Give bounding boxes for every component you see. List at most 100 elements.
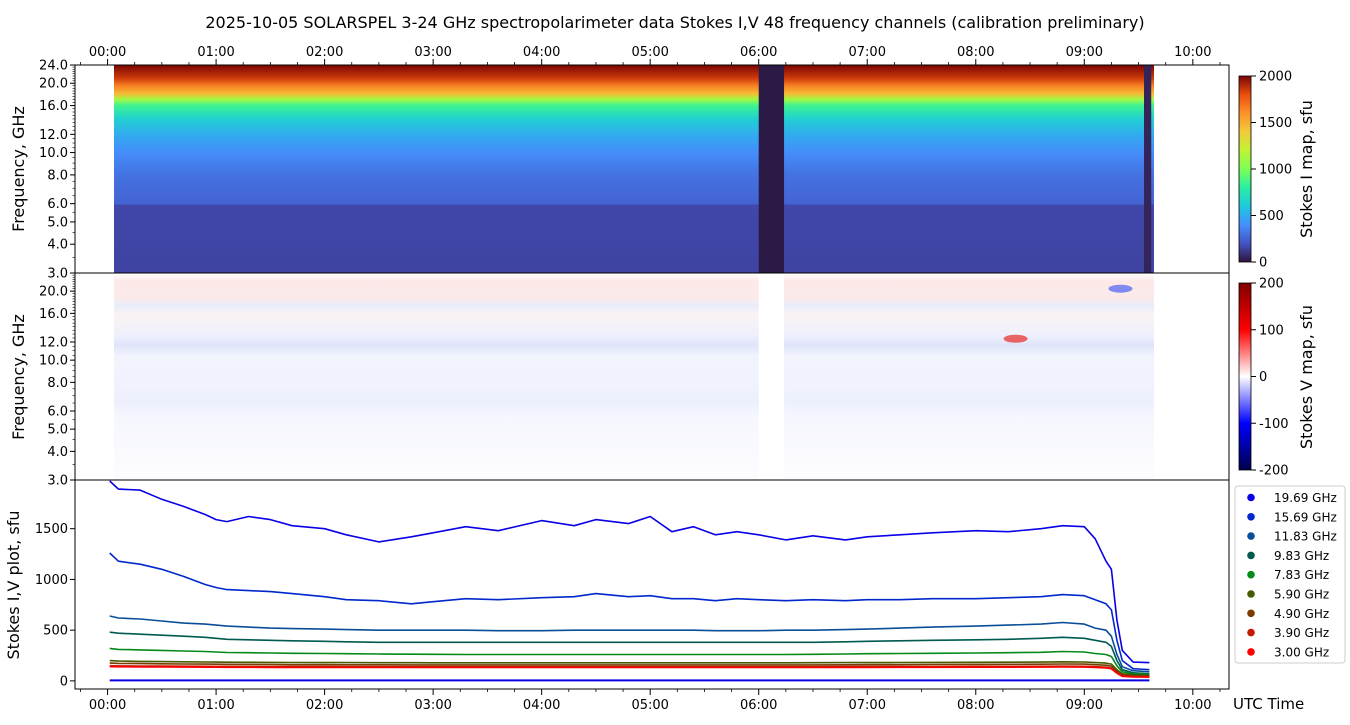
- frequency-tick-label: 6.0: [47, 405, 68, 420]
- legend-label: 9.83 GHz: [1274, 549, 1329, 563]
- top-time-tick-label: 08:00: [957, 45, 994, 60]
- legend-label: 19.69 GHz: [1274, 491, 1337, 505]
- stokes-i-y-ticks: 3.0 4.0 5.0 6.0 8.0 10.0 12.0 16.0 20.0 24.0: [39, 59, 75, 282]
- stokes-iv-ylabel: Stokes I,V plot, sfu: [4, 511, 23, 660]
- stokes-i-decay-block: [1143, 65, 1152, 273]
- legend-label: 11.83 GHz: [1274, 530, 1337, 544]
- top-time-tick-label: 04:00: [523, 45, 560, 60]
- stokes-i-colorbar: [1238, 75, 1252, 263]
- stokes-v-panel: 3.0 4.0 5.0 6.0 8.0 10.0 12.0 16.0 20.0 Frequenc…: [9, 272, 1316, 489]
- top-time-tick-label: 09:00: [1066, 45, 1103, 60]
- legend-label: 3.00 GHz: [1274, 645, 1329, 659]
- stokes-v-heatmap: [114, 273, 1154, 480]
- series-line-1969ghz: [109, 480, 1150, 664]
- stokes-i-ylabel: Frequency, GHz: [9, 106, 28, 232]
- figure-title: 2025-10-05 SOLARSPEL 3-24 GHz spectropol…: [205, 13, 1144, 32]
- top-time-tick-label: 01:00: [197, 45, 234, 60]
- frequency-tick-label: 3.0: [47, 474, 68, 489]
- colorbar-tick-label: 100: [1259, 323, 1284, 338]
- frequency-tick-label: 4.0: [47, 445, 68, 460]
- frequency-tick-label: 5.0: [47, 423, 68, 438]
- top-time-tick-label: 02:00: [306, 45, 343, 60]
- colorbar-tick-label: 0: [1259, 256, 1267, 271]
- bottom-time-ticks: 00:00 01:00 02:00 03:00 04:00 05:00 06:00 07:00…: [80, 689, 1221, 713]
- colorbar-tick-label: -200: [1259, 464, 1289, 479]
- stokes-iv-y-tick-label: 1000: [35, 573, 68, 588]
- stokes-v-colorbar: [1238, 282, 1252, 471]
- top-time-tick-label: 10:00: [1174, 45, 1211, 60]
- colorbar-tick-label: -100: [1259, 417, 1289, 432]
- stokes-v-data-gap: [758, 273, 785, 480]
- stokes-v-colorbar-ticks: -200 -100 0 100 200: [1251, 277, 1289, 479]
- bottom-time-tick-label: 10:00: [1174, 698, 1211, 713]
- stokes-iv-y-ticks: 0 500 1000 1500: [35, 522, 75, 689]
- utc-time-label: UTC Time: [1233, 695, 1304, 713]
- stokes-v-data-block: [114, 273, 1154, 480]
- bottom-time-tick-label: 08:00: [957, 698, 994, 713]
- frequency-tick-label: 16.0: [39, 99, 68, 114]
- colorbar-tick-label: 200: [1259, 277, 1284, 292]
- legend-label: 3.90 GHz: [1274, 626, 1329, 640]
- frequency-tick-label: 6.0: [47, 197, 68, 212]
- frequency-tick-label: 8.0: [47, 376, 68, 391]
- top-time-tick-label: 00:00: [89, 45, 126, 60]
- series-line-1569ghz: [109, 552, 1150, 671]
- stokes-iv-series-group: [109, 480, 1150, 682]
- frequency-tick-label: 24.0: [39, 59, 68, 74]
- colorbar-tick-label: 0: [1259, 370, 1267, 385]
- bottom-time-tick-label: 07:00: [849, 698, 886, 713]
- stokes-i-colorbar-ticks: 0 500 1000 1500 2000: [1251, 70, 1292, 271]
- series-line-490ghz: [109, 662, 1150, 677]
- legend-marker: [1247, 532, 1255, 540]
- legend-marker: [1247, 648, 1255, 656]
- top-time-tick-label: 06:00: [740, 45, 777, 60]
- colorbar-tick-label: 2000: [1259, 70, 1292, 85]
- legend-marker: [1247, 609, 1255, 618]
- series-line-983ghz: [109, 631, 1150, 675]
- legend-marker: [1247, 570, 1255, 579]
- frequency-tick-label: 5.0: [47, 215, 68, 230]
- series-line-1183ghz: [109, 615, 1150, 673]
- stokes-iv-plot-panel: 0 500 1000 1500 00:00 01:00 02:00 03:00 04:00 05…: [4, 479, 1346, 713]
- series-line-300ghz: [109, 665, 1150, 678]
- bottom-time-tick-label: 02:00: [306, 698, 343, 713]
- stokes-iv-y-tick-label: 500: [43, 624, 68, 639]
- legend-label: 5.90 GHz: [1274, 588, 1329, 602]
- stokes-v-ylabel: Frequency, GHz: [9, 314, 28, 440]
- legend-marker: [1247, 493, 1255, 502]
- top-time-tick-label: 05:00: [631, 45, 668, 60]
- series-line-783ghz: [109, 647, 1150, 676]
- bottom-time-tick-label: 04:00: [523, 698, 560, 713]
- frequency-tick-label: 10.0: [39, 354, 68, 369]
- frequency-tick-label: 20.0: [39, 285, 68, 300]
- frequency-tick-label: 10.0: [39, 146, 68, 161]
- colorbar-tick-label: 1000: [1259, 163, 1292, 178]
- legend-label: 4.90 GHz: [1274, 607, 1329, 621]
- top-time-ticks: 00:00 01:00 02:00 03:00 04:00 05:00 06:00 07:00…: [80, 45, 1221, 65]
- stokes-iv-y-tick-label: 0: [60, 674, 68, 689]
- top-time-tick-label: 07:00: [849, 45, 886, 60]
- stokes-iv-frame: [74, 479, 1230, 690]
- stokes-i-data-gap: [758, 65, 785, 273]
- stokes-i-colorbar-label: Stokes I map, sfu: [1297, 100, 1316, 238]
- stokes-v-feature: [1108, 284, 1133, 293]
- stokes-iv-y-tick-label: 1500: [35, 522, 68, 537]
- stokes-v-colorbar-label: Stokes V map, sfu: [1297, 305, 1316, 449]
- stokes-i-data-block: [114, 65, 1154, 273]
- frequency-tick-label: 20.0: [39, 77, 68, 92]
- stokes-v-features: [1003, 284, 1133, 343]
- bottom-time-tick-label: 00:00: [89, 698, 126, 713]
- stokes-i-panel: 3.0 4.0 5.0 6.0 8.0 10.0 12.0 16.0 20.0 24.0 00:0…: [9, 45, 1316, 282]
- frequency-tick-label: 16.0: [39, 307, 68, 322]
- series-line-590ghz: [109, 659, 1150, 677]
- legend-marker: [1247, 513, 1255, 521]
- top-time-tick-label: 03:00: [414, 45, 451, 60]
- bottom-time-tick-label: 09:00: [1066, 698, 1103, 713]
- bottom-time-tick-label: 05:00: [631, 698, 668, 713]
- colorbar-tick-label: 1500: [1259, 116, 1292, 131]
- bottom-time-tick-label: 01:00: [197, 698, 234, 713]
- legend-box: [1234, 485, 1346, 664]
- frequency-tick-label: 8.0: [47, 168, 68, 183]
- frequency-tick-label: 4.0: [47, 238, 68, 253]
